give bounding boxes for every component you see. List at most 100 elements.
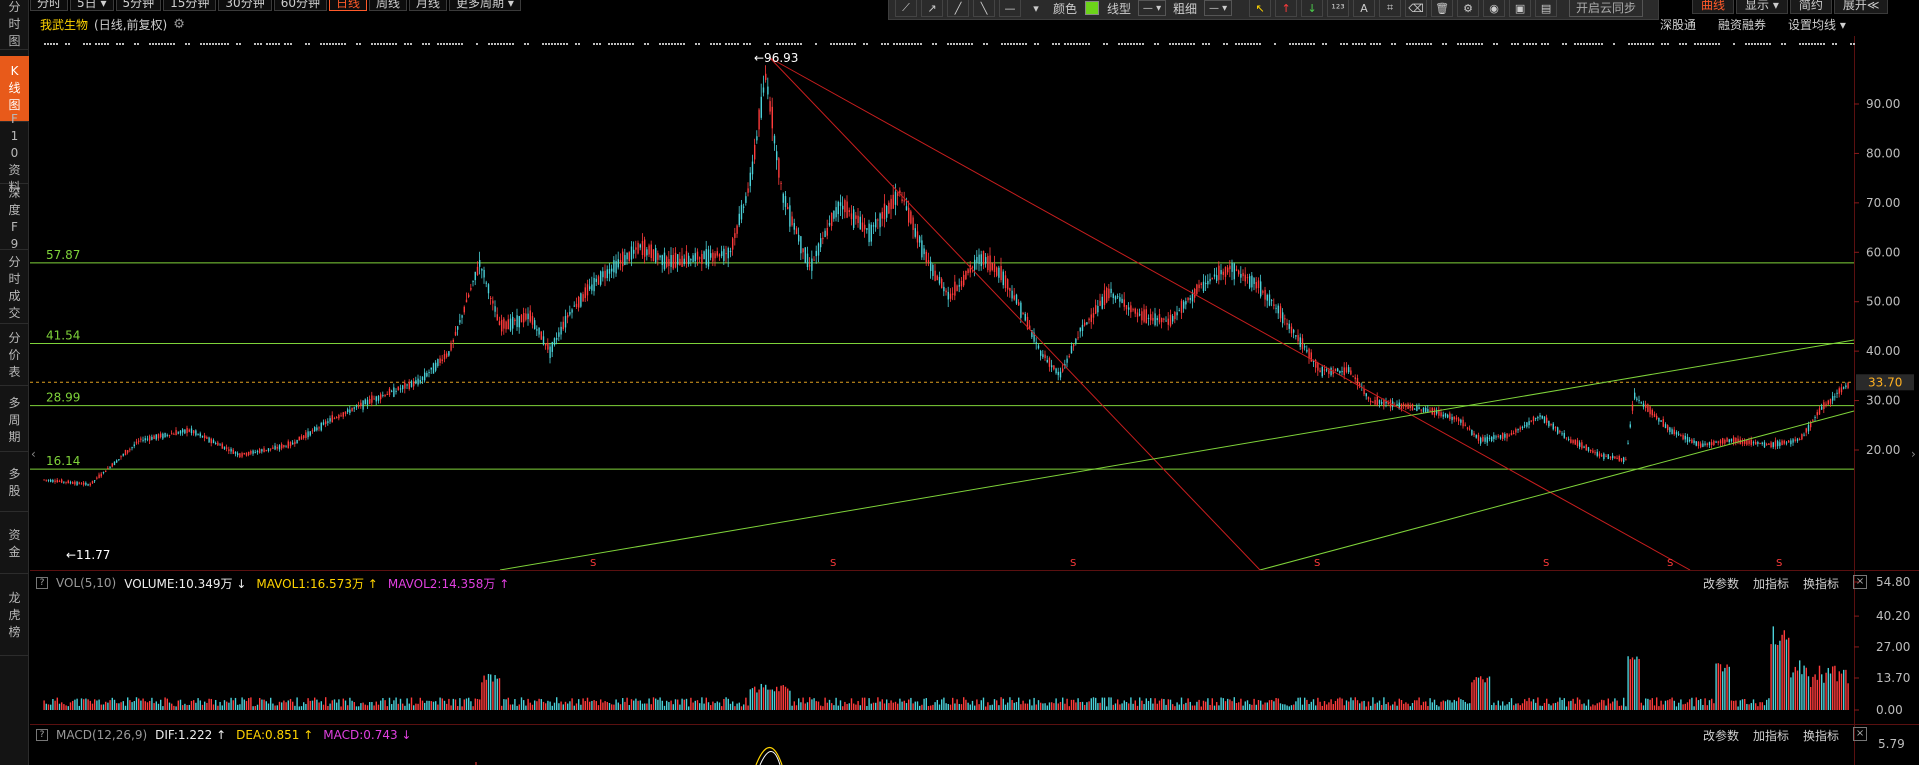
macd-switch-indicator-link[interactable]: 换指标 bbox=[1803, 729, 1840, 743]
more-tools-dropdown-icon[interactable]: ▾ bbox=[1033, 1, 1039, 15]
marker-dot bbox=[1667, 43, 1669, 45]
cursor-select-icon[interactable]: ↖ bbox=[1249, 0, 1272, 17]
left-nav-item[interactable]: F10资料 bbox=[0, 112, 29, 194]
candle-body bbox=[223, 446, 226, 450]
volume-bar bbox=[1554, 702, 1557, 710]
left-nav-item[interactable]: 多周期 bbox=[0, 390, 29, 452]
top-right-button[interactable]: 显示 ▾ bbox=[1736, 0, 1788, 14]
horizontal-line-tool-icon[interactable]: — bbox=[999, 0, 1021, 17]
candle-body bbox=[1064, 364, 1066, 367]
volume-bar bbox=[303, 702, 305, 710]
scroll-right-icon[interactable]: › bbox=[1911, 447, 1916, 461]
vol-close-icon[interactable]: × bbox=[1853, 575, 1868, 589]
candle-body bbox=[606, 269, 608, 279]
left-nav-item[interactable]: 多股 bbox=[0, 454, 29, 512]
ruler-tool-icon[interactable]: ⌗ bbox=[1379, 0, 1402, 17]
right-link[interactable]: 融资融券 bbox=[1718, 18, 1767, 32]
left-nav-item[interactable]: 分时图 bbox=[0, 0, 29, 50]
number-tool-icon[interactable]: ¹²³ bbox=[1327, 0, 1350, 17]
delete-tool-icon[interactable]: 🗑 bbox=[1431, 0, 1454, 17]
candle-body bbox=[758, 109, 760, 130]
left-nav-item[interactable]: 分时成交 bbox=[0, 252, 29, 324]
down-arrow-tool-icon[interactable]: ↓ bbox=[1301, 0, 1324, 17]
marker-dot bbox=[716, 43, 718, 45]
color-swatch[interactable] bbox=[1085, 1, 1100, 15]
ray-tool-icon[interactable]: ↗ bbox=[921, 0, 943, 17]
marker-dot bbox=[896, 43, 898, 45]
period-tab[interactable]: 月线 bbox=[409, 0, 448, 11]
gear-icon[interactable]: ⚙ bbox=[173, 16, 185, 32]
period-tab[interactable]: 15分钟 bbox=[163, 0, 217, 11]
text-tool-icon[interactable]: A bbox=[1353, 0, 1376, 17]
line-tool-icon[interactable]: ╱ bbox=[947, 0, 969, 17]
period-tab[interactable]: 周线 bbox=[369, 0, 408, 11]
candle-body bbox=[305, 432, 307, 438]
period-tab[interactable]: 日线 bbox=[328, 0, 367, 11]
line-segment-tool-icon[interactable]: ⟋ bbox=[895, 0, 917, 17]
price-chart[interactable]: 90.0080.0070.0060.0050.0040.0030.0020.00… bbox=[30, 36, 1919, 570]
volume-bar bbox=[545, 703, 547, 710]
candle-body bbox=[1264, 289, 1266, 300]
eraser-tool-icon[interactable]: ⌫ bbox=[1405, 0, 1428, 17]
period-tab[interactable]: 5分钟 bbox=[115, 0, 162, 11]
macd-edit-params-link[interactable]: 改参数 bbox=[1703, 729, 1740, 743]
candle-body bbox=[1273, 304, 1275, 306]
left-nav-item[interactable]: 龙虎榜 bbox=[0, 576, 29, 656]
volume-bar bbox=[960, 704, 963, 710]
volume-bar bbox=[65, 705, 67, 710]
macd-close-icon[interactable]: × bbox=[1853, 727, 1868, 741]
marker-dot bbox=[206, 43, 208, 45]
right-link[interactable]: 深股通 bbox=[1660, 18, 1697, 32]
up-arrow-tool-icon[interactable]: ↑ bbox=[1275, 0, 1298, 17]
period-tab[interactable]: 分时 bbox=[30, 0, 69, 11]
period-tab[interactable]: 60分钟 bbox=[273, 0, 327, 11]
volume-bar bbox=[1653, 705, 1656, 710]
volume-bar bbox=[927, 706, 930, 710]
left-nav-item[interactable]: 深度F9 bbox=[0, 186, 29, 251]
lock-tool-icon[interactable]: ▤ bbox=[1535, 0, 1558, 17]
volume-bar bbox=[1473, 679, 1475, 710]
thickness-dropdown[interactable]: — ▾ bbox=[1204, 0, 1233, 16]
cloud-sync-button[interactable]: 开启云同步 bbox=[1569, 0, 1644, 17]
eye-tool-icon[interactable]: ◉ bbox=[1483, 0, 1506, 17]
scroll-left-icon[interactable]: ‹ bbox=[31, 447, 36, 461]
screenshot-tool-icon[interactable]: ▣ bbox=[1509, 0, 1532, 17]
marker-dot bbox=[1124, 43, 1126, 45]
volume-bar bbox=[1550, 705, 1552, 710]
macd-add-indicator-link[interactable]: 加指标 bbox=[1753, 729, 1790, 743]
volume-bar bbox=[1843, 669, 1845, 710]
left-nav-item[interactable]: K线图 bbox=[0, 56, 29, 122]
top-right-button[interactable]: 简约 bbox=[1789, 0, 1832, 14]
settings-tool-icon[interactable]: ⚙ bbox=[1457, 0, 1480, 17]
macd-help-icon[interactable]: ? bbox=[36, 729, 48, 741]
marker-dot bbox=[1010, 43, 1012, 45]
volume-bar bbox=[133, 701, 135, 710]
period-tab[interactable]: 30分钟 bbox=[218, 0, 272, 11]
candle-body bbox=[164, 432, 166, 438]
left-nav-item[interactable]: 分价表 bbox=[0, 326, 29, 386]
macd-chart[interactable]: 5.79 bbox=[30, 726, 1919, 765]
price-level-label: 28.99 bbox=[46, 391, 80, 405]
candle-body bbox=[463, 306, 465, 313]
candle-body bbox=[1563, 433, 1565, 438]
candle-body bbox=[604, 270, 606, 279]
volume-bar bbox=[591, 700, 593, 710]
diagonal-tool-icon[interactable]: ╲ bbox=[973, 0, 995, 17]
period-tab[interactable]: 5日 ▾ bbox=[70, 0, 114, 11]
vol-switch-indicator-link[interactable]: 换指标 bbox=[1803, 577, 1840, 591]
vol-edit-params-link[interactable]: 改参数 bbox=[1703, 577, 1740, 591]
candle-body bbox=[815, 250, 817, 257]
marker-dot bbox=[1103, 43, 1105, 45]
period-tab[interactable]: 更多周期 ▾ bbox=[449, 0, 521, 11]
volume-bar bbox=[806, 702, 809, 710]
left-nav-item[interactable]: 资金 bbox=[0, 514, 29, 574]
linetype-dropdown[interactable]: — ▾ bbox=[1138, 0, 1167, 16]
vol-help-icon[interactable]: ? bbox=[36, 577, 48, 589]
candle-body bbox=[1605, 455, 1607, 457]
candle-body bbox=[1018, 302, 1020, 306]
top-right-button[interactable]: 展开≪ bbox=[1833, 0, 1889, 14]
top-right-button[interactable]: 曲线 bbox=[1692, 0, 1735, 14]
right-link[interactable]: 设置均线 ▾ bbox=[1788, 18, 1846, 32]
vol-add-indicator-link[interactable]: 加指标 bbox=[1753, 577, 1790, 591]
